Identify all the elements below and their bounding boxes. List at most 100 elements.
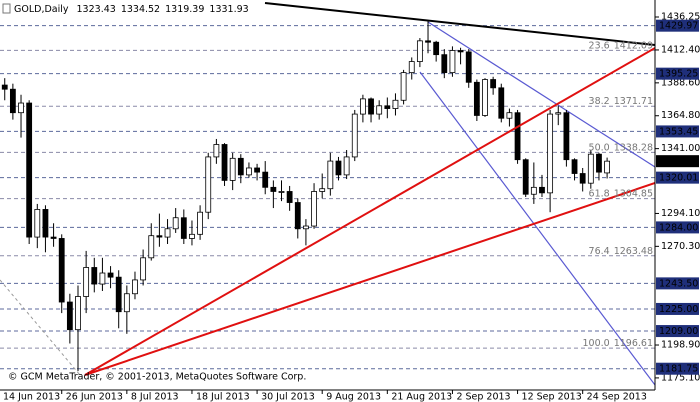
y-tick-label: 1270.30 xyxy=(661,241,700,252)
current-price-box xyxy=(656,155,699,168)
candle-body xyxy=(50,236,57,239)
fibonacci-price: 1412.09 xyxy=(614,40,653,51)
last-high: 1334.52 xyxy=(121,4,160,15)
channel-line xyxy=(419,71,655,386)
fibonacci-label: 100.0 1196.61 xyxy=(583,338,654,349)
x-tick-label: 21 Aug 2013 xyxy=(391,392,452,402)
level-box xyxy=(656,277,699,290)
candle-body xyxy=(123,293,130,313)
channel-line xyxy=(427,21,655,168)
candle-body xyxy=(164,228,171,238)
candle-body xyxy=(587,153,594,184)
candle-body xyxy=(425,40,431,43)
candle-body xyxy=(237,157,244,176)
level-label: 1209.00 xyxy=(659,326,698,337)
candle-body xyxy=(335,160,342,176)
candle-body xyxy=(189,233,195,239)
candle-body xyxy=(319,188,326,192)
last-close: 1331.93 xyxy=(209,4,248,15)
header-icon xyxy=(2,3,11,14)
candle-body xyxy=(555,112,562,115)
x-tick-label: 8 Jul 2013 xyxy=(131,392,179,402)
x-tick-label: 24 Sep 2013 xyxy=(587,392,647,402)
y-tick-label: 1436.25 xyxy=(661,11,700,22)
candle-body xyxy=(457,50,464,53)
candle-body xyxy=(99,272,106,285)
level-box xyxy=(656,221,699,234)
candle-body xyxy=(91,267,98,285)
support-line xyxy=(84,182,655,376)
candle-body xyxy=(246,167,252,176)
candle-body xyxy=(9,88,16,114)
candle-body xyxy=(473,81,480,116)
level-box xyxy=(656,325,699,338)
candle-body xyxy=(327,160,334,190)
x-tick-label: 2 Sep 2013 xyxy=(456,392,510,402)
level-label: 1353.45 xyxy=(659,126,698,137)
candle-body xyxy=(262,171,269,188)
candle-body xyxy=(571,159,578,174)
chart-header: GOLD,Daily 1323.43 1334.52 1319.39 1331.93 xyxy=(2,3,249,15)
level-label: 1181.75 xyxy=(659,364,698,375)
level-box xyxy=(656,19,699,32)
fibonacci-label: 76.4 1263.48 xyxy=(589,245,653,256)
candle-body xyxy=(482,79,488,116)
candle-body xyxy=(416,40,423,62)
x-tick-label: 30 Jul 2013 xyxy=(261,392,315,402)
candle-body xyxy=(522,159,529,195)
candle-body xyxy=(75,296,81,331)
fibonacci-level: 100.0 xyxy=(583,338,610,349)
level-box xyxy=(656,125,699,138)
candle-body xyxy=(1,84,8,90)
dashed-trend-line xyxy=(0,279,81,376)
y-tick-label: 1175.10 xyxy=(661,372,700,383)
candle-body xyxy=(58,238,65,303)
candle-body xyxy=(26,102,33,238)
candle-body xyxy=(596,153,602,173)
candle-body xyxy=(465,51,472,83)
candle-body xyxy=(83,267,90,297)
level-box xyxy=(656,362,699,375)
candle-body xyxy=(180,217,187,239)
level-label: 1320.01 xyxy=(659,173,698,184)
candle-body xyxy=(66,301,73,331)
x-tick-label: 18 Jul 2013 xyxy=(196,392,250,402)
candle-body xyxy=(278,191,285,193)
fibonacci-label: 23.6 1412.09 xyxy=(589,40,653,51)
candle-body xyxy=(115,276,122,313)
candle-body xyxy=(132,279,138,295)
candle-body xyxy=(140,257,147,281)
candle-body xyxy=(368,98,374,115)
current-price-label: 1331.93 xyxy=(659,156,698,167)
level-label: 1225.00 xyxy=(659,304,698,315)
fibonacci-label: 50.0 1338.28 xyxy=(589,142,653,153)
y-tick-label: 1198.90 xyxy=(661,340,700,351)
candle-body xyxy=(107,272,114,278)
candle-body xyxy=(343,156,350,176)
candle-body xyxy=(221,144,228,181)
fibonacci-level: 38.2 xyxy=(589,96,610,107)
level-label: 1284.00 xyxy=(659,222,698,233)
candle-body xyxy=(205,156,212,213)
candle-body xyxy=(18,102,24,114)
candle-body xyxy=(563,112,570,161)
fibonacci-level: 50.0 xyxy=(589,142,610,153)
level-label: 1429.97 xyxy=(659,21,698,32)
candle-body xyxy=(351,113,358,158)
x-tick-label: 26 Jun 2013 xyxy=(66,392,123,402)
y-tick-label: 1341.00 xyxy=(661,143,700,154)
candle-body xyxy=(400,72,407,101)
trend-lines xyxy=(0,2,655,386)
fibonacci-level: 23.6 xyxy=(589,40,610,51)
fibonacci-price: 1338.28 xyxy=(614,142,653,153)
candle-body xyxy=(579,173,586,184)
x-tick-label: 12 Sep 2013 xyxy=(522,392,582,402)
fibonacci-price: 1304.85 xyxy=(614,188,653,199)
candle-body xyxy=(392,99,399,109)
level-box xyxy=(656,302,699,315)
candle-body xyxy=(229,157,236,181)
level-box xyxy=(656,171,699,184)
candles xyxy=(1,20,610,372)
